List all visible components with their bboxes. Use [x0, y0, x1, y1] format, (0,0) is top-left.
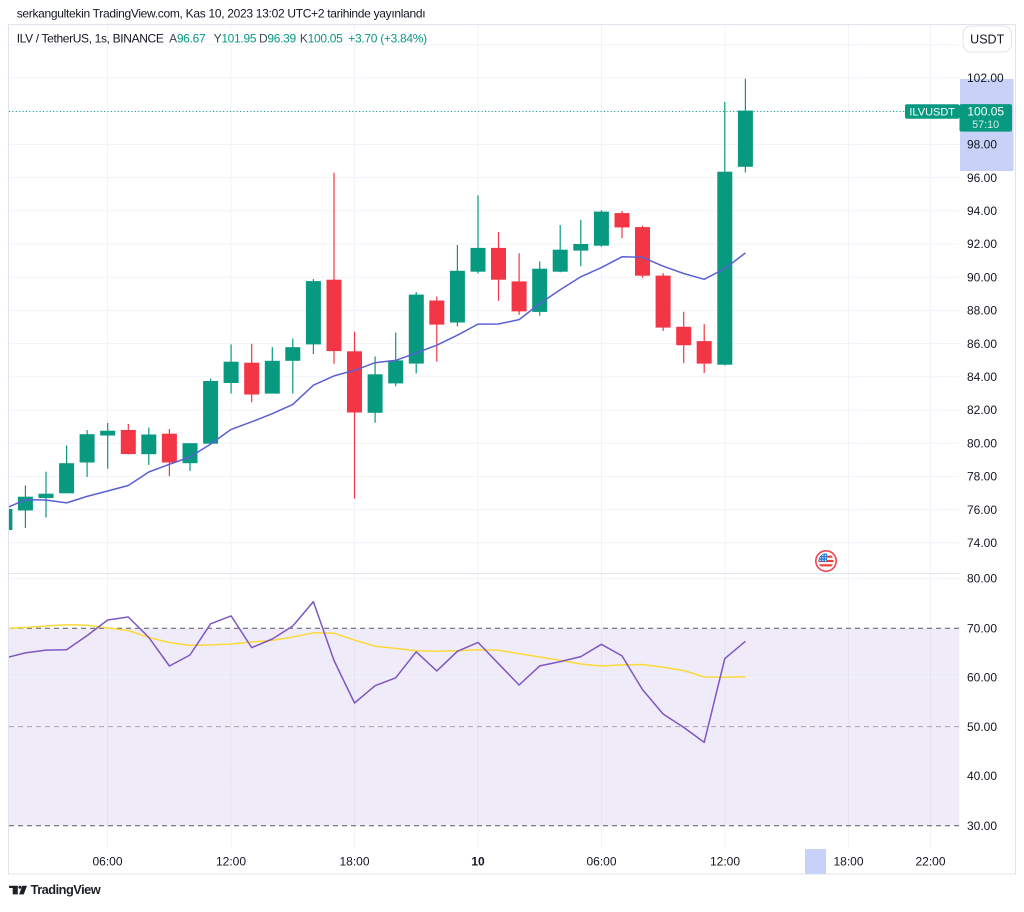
svg-text:50.00: 50.00	[967, 720, 997, 734]
svg-text:12:00: 12:00	[216, 855, 246, 869]
svg-text:70.00: 70.00	[967, 621, 997, 635]
svg-text:30.00: 30.00	[967, 819, 997, 833]
svg-text:74.00: 74.00	[967, 536, 997, 550]
svg-text:K100.05: K100.05	[300, 32, 343, 46]
svg-text:80.00: 80.00	[967, 572, 997, 586]
svg-text:ILV / TetherUS, 1s, BINANCE: ILV / TetherUS, 1s, BINANCE	[17, 32, 164, 46]
svg-text:84.00: 84.00	[967, 370, 997, 384]
svg-text:98.00: 98.00	[967, 138, 997, 152]
svg-text:102.00: 102.00	[967, 71, 1004, 85]
svg-text:Y101.95: Y101.95	[214, 32, 257, 46]
svg-text:76.00: 76.00	[967, 503, 997, 517]
svg-text:A96.67: A96.67	[169, 32, 206, 46]
svg-text:10: 10	[471, 855, 485, 869]
svg-text:90.00: 90.00	[967, 270, 997, 284]
svg-text:18:00: 18:00	[833, 855, 863, 869]
svg-text:80.00: 80.00	[967, 436, 997, 450]
svg-text:18:00: 18:00	[339, 855, 369, 869]
svg-text:serkangultekin TradingView.com: serkangultekin TradingView.com, Kas 10, …	[17, 7, 426, 21]
svg-text:40.00: 40.00	[967, 769, 997, 783]
svg-text:78.00: 78.00	[967, 470, 997, 484]
svg-text:ILVUSDT: ILVUSDT	[909, 107, 955, 119]
svg-text:22:00: 22:00	[915, 855, 945, 869]
svg-text:86.00: 86.00	[967, 337, 997, 351]
svg-text:06:00: 06:00	[92, 855, 122, 869]
svg-text:92.00: 92.00	[967, 237, 997, 251]
svg-text:96.00: 96.00	[967, 171, 997, 185]
svg-text:60.00: 60.00	[967, 671, 997, 685]
svg-text:57:10: 57:10	[972, 119, 999, 131]
svg-text:+3.70 (+3.84%): +3.70 (+3.84%)	[348, 32, 427, 46]
svg-text:TradingView: TradingView	[31, 882, 101, 897]
svg-text:06:00: 06:00	[586, 855, 616, 869]
svg-text:D96.39: D96.39	[259, 32, 297, 46]
svg-text:82.00: 82.00	[967, 403, 997, 417]
svg-text:USDT: USDT	[970, 32, 1004, 46]
svg-text:94.00: 94.00	[967, 204, 997, 218]
svg-text:88.00: 88.00	[967, 304, 997, 318]
svg-text:12:00: 12:00	[710, 855, 740, 869]
svg-text:100.05: 100.05	[967, 105, 1004, 119]
